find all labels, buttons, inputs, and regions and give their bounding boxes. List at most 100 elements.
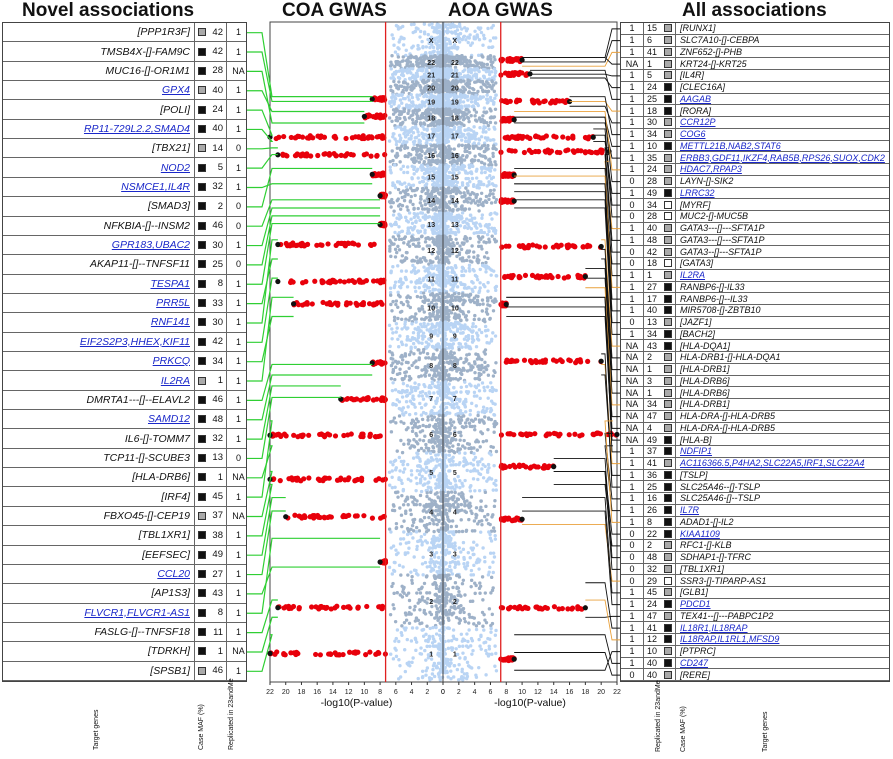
snp-point-aoa xyxy=(442,124,446,129)
snp-point-aoa xyxy=(441,142,446,146)
snp-point-coa xyxy=(437,263,442,268)
snp-point-aoa xyxy=(490,337,494,341)
snp-point-aoa xyxy=(441,84,445,89)
snp-point-coa xyxy=(427,193,432,198)
snp-point-coa xyxy=(423,202,428,207)
maf-square-icon xyxy=(198,260,206,269)
snp-point-aoa xyxy=(459,390,463,394)
snp-point-aoa xyxy=(452,173,456,177)
snp-point-aoa xyxy=(460,95,464,99)
snp-point-aoa xyxy=(474,144,478,148)
maf-square-icon xyxy=(198,124,206,133)
snp-point-aoa xyxy=(477,317,481,322)
snp-point-aoa xyxy=(441,160,445,164)
snp-point-coa xyxy=(398,213,402,218)
snp-point-aoa xyxy=(458,60,463,64)
snp-point-coa xyxy=(398,84,402,88)
snp-point-coa xyxy=(392,71,397,75)
gene-name: FBXO45-[]-CEP19 xyxy=(3,507,194,525)
snp-point-coa xyxy=(408,85,413,89)
snp-point-aoa xyxy=(442,305,446,309)
snp-point-aoa xyxy=(441,149,446,153)
snp-point-coa xyxy=(416,348,420,352)
snp-point-aoa xyxy=(452,351,456,355)
snp-point-aoa xyxy=(477,142,481,146)
snp-point-aoa xyxy=(445,395,449,399)
snp-point-aoa xyxy=(464,314,468,318)
snp-point-coa xyxy=(434,58,438,62)
snp-point-coa xyxy=(421,125,425,129)
snp-point-aoa xyxy=(455,241,460,245)
snp-point-coa xyxy=(401,96,406,101)
snp-point-aoa xyxy=(491,229,496,233)
snp-point-aoa xyxy=(487,197,491,202)
snp-point-aoa xyxy=(445,205,449,210)
snp-point-coa xyxy=(430,282,435,287)
snp-point-aoa xyxy=(488,188,493,193)
snp-point-aoa xyxy=(449,288,453,292)
snp-point-coa xyxy=(441,24,445,29)
snp-point-aoa xyxy=(485,85,489,89)
snp-point-aoa xyxy=(480,363,484,368)
snp-point-coa xyxy=(424,184,428,188)
left-table-row: [TBX21] 14 0 xyxy=(3,139,246,159)
snp-point-coa xyxy=(437,89,442,93)
snp-point-coa xyxy=(440,91,444,96)
snp-point-coa xyxy=(435,170,440,175)
snp-point-coa xyxy=(419,58,424,62)
snp-point-aoa xyxy=(444,373,448,377)
snp-point-coa xyxy=(441,295,445,300)
snp-point-aoa xyxy=(445,228,449,232)
snp-point-aoa xyxy=(458,100,462,104)
snp-point-aoa xyxy=(445,148,450,152)
snp-point-aoa xyxy=(454,45,458,50)
snp-point-aoa xyxy=(448,87,452,91)
snp-point-aoa xyxy=(459,281,463,285)
snp-point-coa xyxy=(422,32,427,36)
snp-point-aoa xyxy=(441,104,446,108)
snp-point-aoa xyxy=(452,119,456,123)
snp-point-aoa xyxy=(448,356,452,360)
snp-point-coa xyxy=(438,83,442,88)
snp-point-coa xyxy=(390,53,394,58)
snp-point-coa xyxy=(389,293,393,297)
snp-point-aoa xyxy=(476,244,481,249)
snp-point-aoa xyxy=(479,367,483,372)
snp-point-aoa xyxy=(443,86,447,90)
snp-point-coa xyxy=(441,360,445,365)
snp-point-coa xyxy=(403,181,407,185)
snp-point-aoa xyxy=(449,55,454,59)
snp-point-aoa xyxy=(476,333,480,338)
case-maf-value: 13 xyxy=(212,452,223,464)
snp-point-aoa xyxy=(451,102,455,107)
snp-point-aoa xyxy=(445,238,450,242)
snp-point-aoa xyxy=(481,408,485,413)
snp-point-aoa xyxy=(460,122,464,126)
snp-point-aoa xyxy=(460,269,464,273)
snp-point-aoa xyxy=(451,159,455,164)
snp-point-aoa xyxy=(451,241,455,245)
snp-point-coa xyxy=(427,99,431,103)
snp-point-aoa xyxy=(457,36,462,41)
snp-point-aoa xyxy=(441,62,445,67)
snp-point-coa xyxy=(439,204,444,208)
snp-point-coa xyxy=(417,65,421,70)
snp-point-coa xyxy=(426,342,431,346)
snp-point-aoa xyxy=(472,255,476,259)
snp-point-aoa xyxy=(445,112,449,116)
snp-point-coa xyxy=(432,67,437,71)
snp-point-aoa xyxy=(455,360,459,364)
snp-point-aoa xyxy=(441,106,445,110)
snp-point-aoa xyxy=(486,328,490,332)
snp-point-coa xyxy=(440,169,445,173)
snp-point-aoa xyxy=(474,194,478,198)
snp-point-aoa xyxy=(473,154,477,158)
snp-point-coa xyxy=(394,330,398,334)
snp-point-aoa xyxy=(441,240,445,244)
snp-point-coa xyxy=(405,129,410,133)
snp-point-coa xyxy=(439,216,443,220)
snp-point-coa xyxy=(440,337,445,342)
snp-point-coa xyxy=(424,110,428,114)
snp-point-aoa xyxy=(443,178,448,182)
maf-square-icon xyxy=(198,28,206,37)
